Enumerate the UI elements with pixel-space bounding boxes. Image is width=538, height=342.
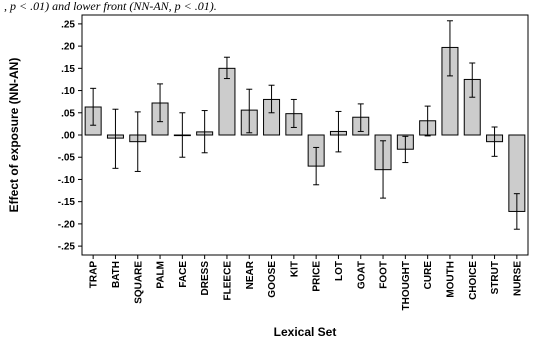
category-label-square: SQUARE [133,261,144,304]
error-bar-thought [402,135,409,164]
category-label-trap: TRAP [89,261,100,289]
category-label-goat: GOAT [356,261,367,289]
error-bar-lot [335,110,342,153]
category-label-foot: FOOT [379,261,390,289]
y-tick-label: .00 [61,131,75,142]
error-bar-square [134,111,141,172]
category-label-price: PRICE [312,261,323,292]
y-axis-title: Effect of exposure (NN-AN) [7,58,21,213]
error-bar-nurse [513,193,520,230]
x-axis-title: Lexical Set [274,325,337,339]
error-bar-bath [112,108,119,169]
bars [84,46,526,212]
error-bars [90,20,520,230]
category-label-thought: THOUGHT [401,261,412,310]
y-tick-label: -.20 [58,219,76,230]
category-label-kit: KIT [289,261,300,277]
y-tick-label: -.05 [58,153,76,164]
category-label-palm: PALM [156,261,167,289]
category-label-mouth: MOUTH [445,261,456,298]
top-text-fragment: , p < .01) and lower front (NN-AN, p < .… [4,0,217,13]
plot-frame [81,14,529,256]
y-axis: .25 .20 .15 .10 .05 .00 -.05 -.10 -.15 -.20 -.25 [58,19,82,253]
category-label-face: FACE [178,261,189,288]
error-bar-goose [268,84,275,114]
y-tick-label: -.10 [58,175,76,186]
category-label-goose: GOOSE [267,261,278,298]
y-tick-label: .15 [61,64,75,75]
error-bar-foot [380,140,387,199]
category-label-strut: STRUT [490,261,501,294]
category-label-cure: CURE [423,261,434,290]
error-bar-mouth [446,20,453,77]
y-tick-label: .20 [61,42,75,53]
category-label-bath: BATH [111,261,122,288]
error-bar-strut [491,126,498,157]
error-bar-near [246,88,253,134]
category-label-fleece: FLEECE [222,261,233,301]
error-bar-kit [290,98,297,128]
error-bar-face [179,112,186,158]
error-bar-price [313,146,320,186]
category-label-choice: CHOICE [468,261,479,300]
y-tick-label: .25 [61,19,75,30]
y-tick-label: -.25 [58,242,76,253]
error-bar-dress [201,110,208,154]
category-label-near: NEAR [245,260,256,289]
category-label-nurse: NURSE [512,261,523,296]
error-bar-trap [90,87,97,126]
x-axis: TRAP BATH SQUARE PALM FACE DRESS FLEECE NEAR GOO… [89,255,523,310]
category-label-lot: LOT [334,261,345,281]
error-bar-palm [157,83,164,123]
error-bar-cure [424,105,431,137]
error-bar-fleece [223,56,230,80]
y-tick-label: -.15 [58,197,76,208]
y-tick-label: .10 [61,86,75,97]
error-bar-choice [469,62,476,98]
error-bar-goat [357,103,364,132]
category-label-dress: DRESS [200,261,211,296]
y-tick-label: .05 [61,108,75,119]
